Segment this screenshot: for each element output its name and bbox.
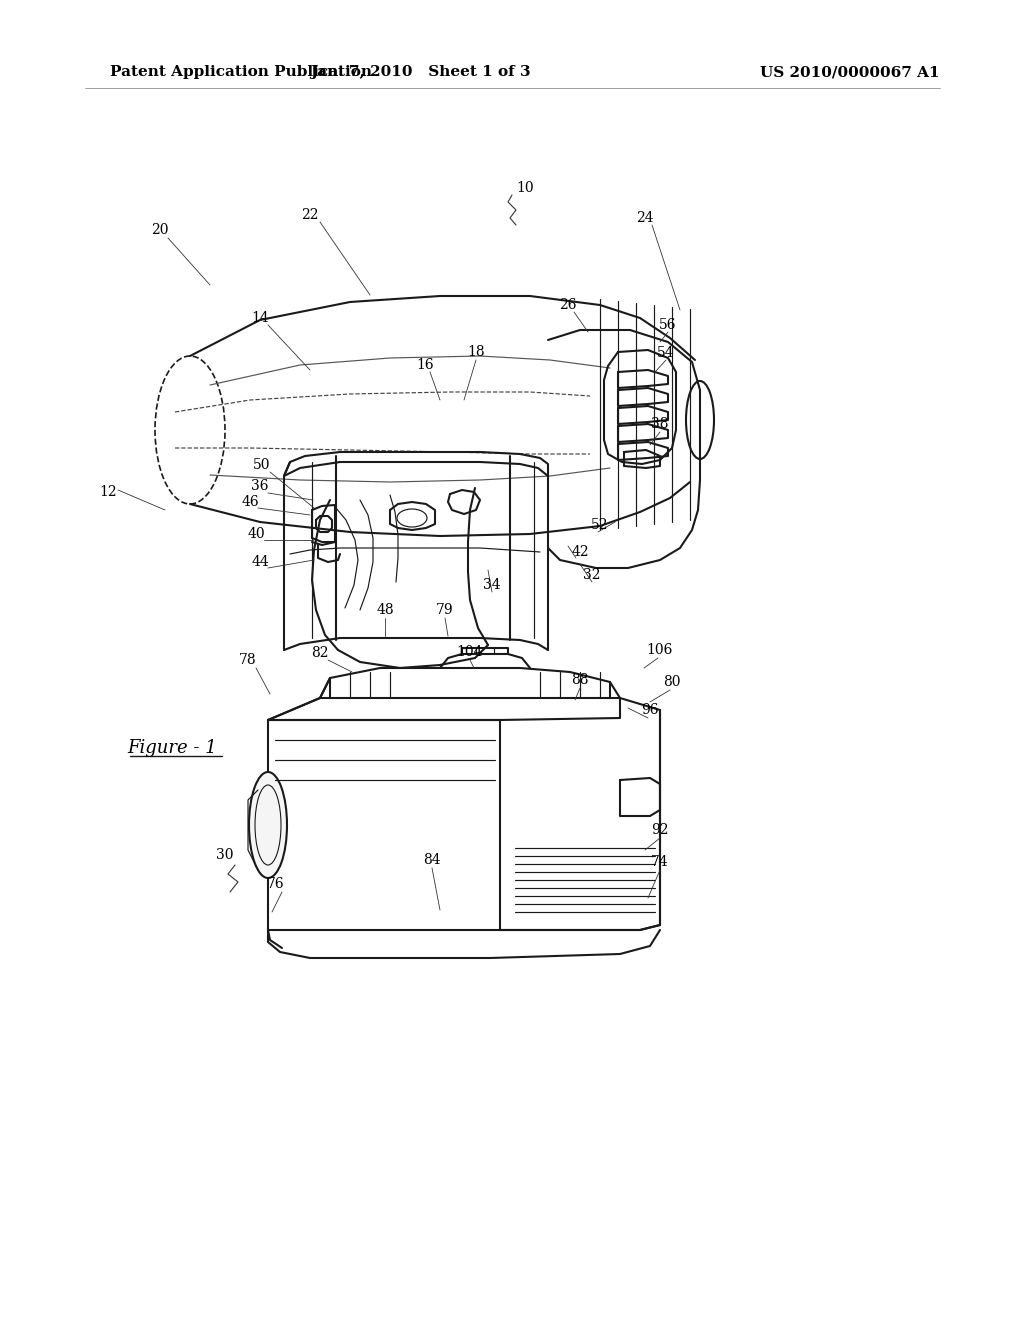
Text: 12: 12	[99, 484, 117, 499]
Text: Figure - 1: Figure - 1	[127, 739, 217, 756]
Text: 78: 78	[240, 653, 257, 667]
Text: 20: 20	[152, 223, 169, 238]
Text: US 2010/0000067 A1: US 2010/0000067 A1	[760, 65, 940, 79]
Text: 96: 96	[641, 704, 658, 717]
Text: 82: 82	[311, 645, 329, 660]
Text: 50: 50	[253, 458, 270, 473]
Text: 54: 54	[657, 346, 675, 360]
Text: 36: 36	[251, 479, 268, 492]
Text: 84: 84	[423, 853, 440, 867]
Text: Jan. 7, 2010   Sheet 1 of 3: Jan. 7, 2010 Sheet 1 of 3	[309, 65, 530, 79]
Text: 79: 79	[436, 603, 454, 616]
Text: 104: 104	[457, 645, 483, 659]
Text: 92: 92	[651, 822, 669, 837]
Text: 22: 22	[301, 209, 318, 222]
Text: 34: 34	[483, 578, 501, 591]
Text: 46: 46	[242, 495, 259, 510]
Text: 32: 32	[584, 568, 601, 582]
Text: 30: 30	[216, 847, 233, 862]
Text: 88: 88	[571, 673, 589, 686]
Ellipse shape	[249, 772, 287, 878]
Text: 74: 74	[651, 855, 669, 869]
Text: 106: 106	[647, 643, 673, 657]
Text: 18: 18	[467, 345, 484, 359]
Text: Patent Application Publication: Patent Application Publication	[110, 65, 372, 79]
Text: 10: 10	[516, 181, 534, 195]
Text: 80: 80	[664, 675, 681, 689]
Text: 16: 16	[416, 358, 434, 372]
Text: 44: 44	[251, 554, 269, 569]
Text: 56: 56	[659, 318, 677, 333]
Text: 40: 40	[247, 527, 265, 541]
Text: 76: 76	[267, 876, 285, 891]
Text: 38: 38	[651, 417, 669, 432]
Text: 26: 26	[559, 298, 577, 312]
Text: 14: 14	[251, 312, 269, 325]
Text: 24: 24	[636, 211, 653, 224]
Text: 48: 48	[376, 603, 394, 616]
Text: 52: 52	[591, 517, 608, 532]
Text: 42: 42	[571, 545, 589, 558]
